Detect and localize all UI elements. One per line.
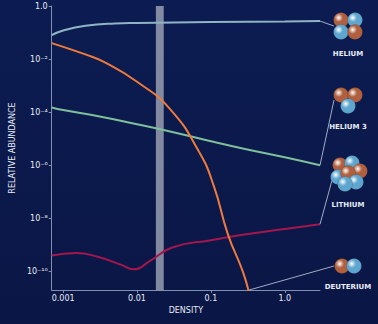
svg-text:HELIUM 3: HELIUM 3 xyxy=(329,123,367,131)
svg-text:0.01: 0.01 xyxy=(128,294,146,303)
svg-text:DEUTERIUM: DEUTERIUM xyxy=(325,283,372,291)
svg-text:10⁻¹⁰: 10⁻¹⁰ xyxy=(27,267,48,276)
svg-text:10⁻⁶: 10⁻⁶ xyxy=(30,161,48,170)
svg-text:1.0: 1.0 xyxy=(35,2,48,11)
svg-text:10⁻⁸: 10⁻⁸ xyxy=(30,214,48,223)
svg-text:HELIUM: HELIUM xyxy=(333,50,363,58)
svg-text:0.1: 0.1 xyxy=(205,294,218,303)
svg-text:1.0: 1.0 xyxy=(278,294,291,303)
svg-text:RELATIVE ABUNDANCE: RELATIVE ABUNDANCE xyxy=(8,102,17,193)
svg-text:DENSITY: DENSITY xyxy=(169,306,204,315)
svg-text:10⁻²: 10⁻² xyxy=(30,55,48,64)
svg-text:10⁻⁴: 10⁻⁴ xyxy=(30,108,48,117)
svg-text:LITHIUM: LITHIUM xyxy=(332,201,365,209)
svg-text:0.001: 0.001 xyxy=(52,294,75,303)
